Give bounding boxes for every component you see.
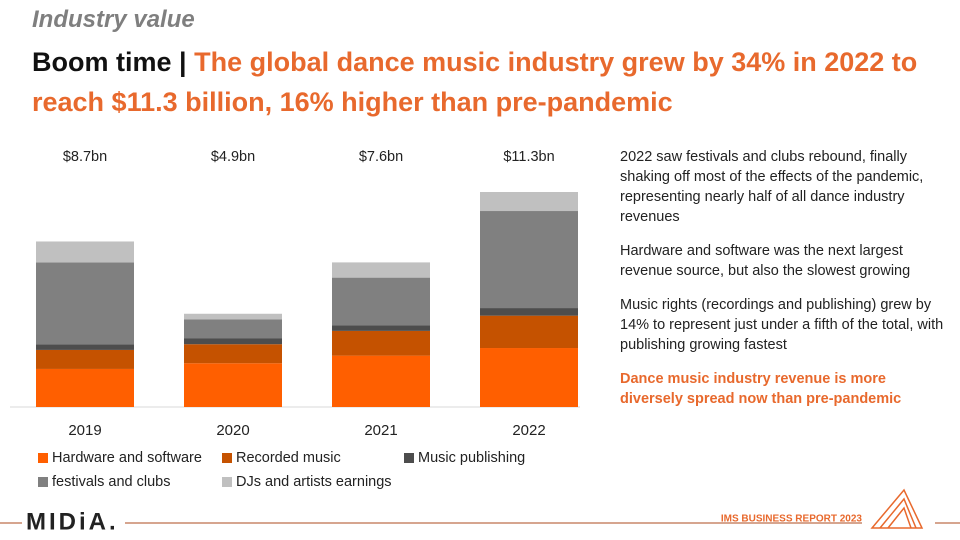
bar-segment <box>332 325 430 331</box>
notes: 2022 saw festivals and clubs rebound, fi… <box>620 147 950 423</box>
bar-segment <box>36 262 134 345</box>
legend-label: DJs and artists earnings <box>236 474 392 490</box>
bar-segment <box>332 355 430 407</box>
bar-segment <box>332 330 430 356</box>
bar-segment <box>480 192 578 212</box>
bar-segment <box>184 363 282 407</box>
note: Music rights (recordings and publishing)… <box>620 297 944 353</box>
legend-swatch <box>404 453 414 463</box>
note: Hardware and software was the next large… <box>620 243 911 279</box>
bar-segment <box>36 344 134 350</box>
bar-segment <box>480 315 578 349</box>
total-label: $11.3bn <box>503 149 554 165</box>
x-tick-label: 2020 <box>216 422 249 439</box>
bar-segment <box>480 211 578 309</box>
title-lead: Boom time | <box>32 47 187 77</box>
legend-label: Music publishing <box>418 450 525 466</box>
legend-label: Recorded music <box>236 450 341 466</box>
bar-segment <box>184 338 282 345</box>
bar-segment <box>184 319 282 339</box>
legend-label: Hardware and software <box>52 450 202 466</box>
conclusion: Dance music industry revenue is more div… <box>620 371 902 407</box>
report-icon <box>870 488 924 529</box>
report-name: IMS BUSINESS REPORT 2023 <box>721 514 863 525</box>
legend-swatch <box>222 453 232 463</box>
bar-segment <box>36 349 134 369</box>
note: 2022 saw festivals and clubs rebound, fi… <box>620 149 924 225</box>
x-tick-label: 2022 <box>512 422 545 439</box>
total-label: $8.7bn <box>63 149 107 165</box>
bar-segment <box>480 308 578 316</box>
legend-swatch <box>222 477 232 487</box>
bar-segment <box>480 348 578 407</box>
legend-swatch <box>38 477 48 487</box>
legend-label: festivals and clubs <box>52 474 170 490</box>
bar-segment <box>332 277 430 326</box>
x-tick-label: 2021 <box>364 422 397 439</box>
title-main: The global dance music industry grew by … <box>32 47 918 117</box>
section-label: Industry value <box>32 6 195 33</box>
bar-segment <box>184 344 282 364</box>
bar-segment <box>332 262 430 278</box>
bar-segment <box>36 368 134 407</box>
total-label: $7.6bn <box>359 149 403 165</box>
bar-segment <box>184 313 282 320</box>
total-label: $4.9bn <box>211 149 255 165</box>
x-tick-label: 2019 <box>68 422 101 439</box>
logo: MIDiA. <box>26 508 119 535</box>
bar-segment <box>36 241 134 263</box>
legend-swatch <box>38 453 48 463</box>
title: Boom time | The global dance music indus… <box>32 42 932 122</box>
